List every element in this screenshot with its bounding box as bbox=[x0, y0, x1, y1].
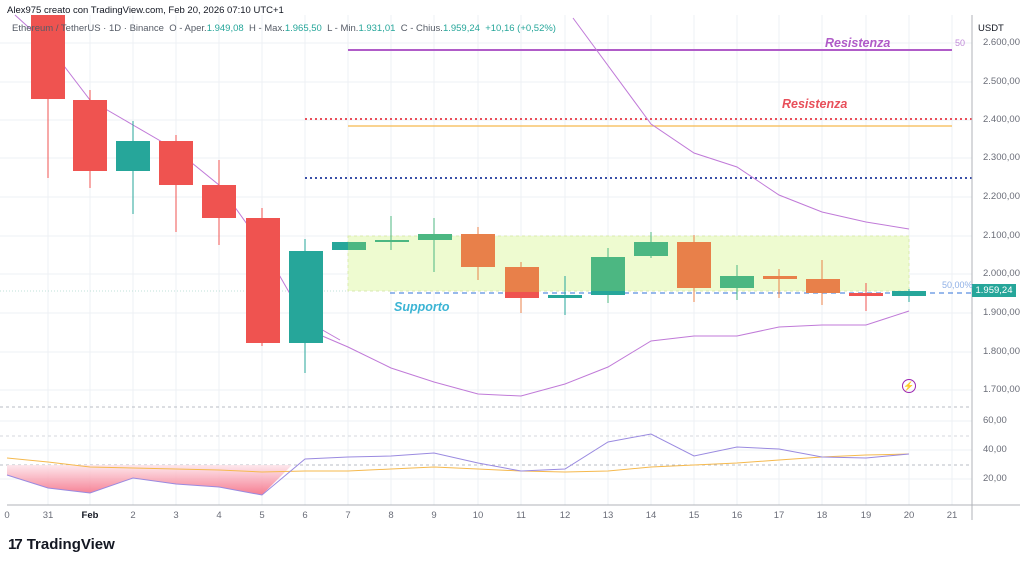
close-value: 1.959,24 bbox=[442, 23, 480, 34]
resistance-label-lower[interactable]: Resistenza bbox=[782, 97, 848, 111]
tradingview-mark-icon: 17 bbox=[8, 536, 23, 553]
rsi-axis-label: 60,00 bbox=[983, 415, 1007, 426]
time-axis-label: 15 bbox=[688, 510, 700, 521]
price-axis-label: 2.200,00 bbox=[983, 191, 1020, 202]
time-axis-label: 20 bbox=[903, 510, 915, 521]
rsi-axis-label: 20,00 bbox=[983, 473, 1007, 484]
time-axis-label: Feb bbox=[81, 510, 99, 521]
fib-50-top-label: 50 bbox=[955, 38, 966, 48]
lightning-event-icon[interactable]: ⚡ bbox=[902, 379, 916, 393]
bollinger-upper-right bbox=[572, 17, 910, 230]
time-axis-label: 4 bbox=[216, 510, 222, 521]
symbol-legend: Ethereum / TetherUS · 1D · Binance O - A… bbox=[12, 23, 556, 34]
support-label[interactable]: Supporto bbox=[394, 300, 450, 314]
price-axis-label: 2.600,00 bbox=[983, 37, 1020, 48]
price-axis-label: 1.800,00 bbox=[983, 346, 1020, 357]
time-axis-label: 18 bbox=[816, 510, 828, 521]
price-axis-label: 2.100,00 bbox=[983, 230, 1020, 241]
price-axis-label: 1.700,00 bbox=[983, 384, 1020, 395]
time-axis-label: 2 bbox=[130, 510, 136, 521]
price-axis-label: 2.500,00 bbox=[983, 76, 1020, 87]
tradingview-logo-text: TradingView bbox=[26, 536, 115, 553]
high-value: 1.965,50 bbox=[284, 23, 322, 34]
price-axis-label: 2.000,00 bbox=[983, 268, 1020, 279]
open-value: 1.949,08 bbox=[206, 23, 244, 34]
bollinger-lower bbox=[319, 310, 910, 397]
time-axis-label: 0 bbox=[4, 510, 10, 521]
high-label: H - Max. bbox=[248, 23, 285, 34]
tradingview-logo: 17 TradingView bbox=[8, 536, 115, 553]
price-axis-label: 1.900,00 bbox=[983, 307, 1020, 318]
time-axis-label: 13 bbox=[602, 510, 614, 521]
low-value: 1.931,01 bbox=[358, 23, 396, 34]
low-label: L - Min. bbox=[327, 23, 359, 34]
time-axis-label: 10 bbox=[472, 510, 484, 521]
time-axis-label: 14 bbox=[645, 510, 657, 521]
time-axis-label: 3 bbox=[173, 510, 179, 521]
close-label: C - Chius. bbox=[400, 23, 443, 34]
time-axis-label: 17 bbox=[773, 510, 785, 521]
attribution-text: Alex975 creato con TradingView.com, Feb … bbox=[7, 5, 284, 16]
time-axis-label: 7 bbox=[345, 510, 351, 521]
rsi-ma-line bbox=[6, 453, 910, 473]
rsi-line bbox=[6, 433, 910, 496]
time-axis-label: 31 bbox=[42, 510, 54, 521]
fib-50-label: 50,00% bbox=[942, 280, 973, 290]
time-axis-label: 9 bbox=[431, 510, 437, 521]
open-label: O - Aper. bbox=[169, 23, 207, 34]
price-axis-currency: USDT bbox=[978, 23, 1004, 34]
rsi-pane bbox=[0, 406, 1020, 506]
last-price-badge: 1.959,24 bbox=[972, 284, 1016, 297]
time-axis-label: 11 bbox=[516, 510, 526, 521]
candles bbox=[31, 15, 926, 373]
symbol-name[interactable]: Ethereum / TetherUS · 1D · Binance bbox=[12, 23, 164, 34]
price-axis-label: 2.400,00 bbox=[983, 114, 1020, 125]
time-axis-label: 12 bbox=[559, 510, 571, 521]
time-axis-label: 16 bbox=[731, 510, 743, 521]
change-value: +10,16 (+0,52%) bbox=[485, 23, 556, 34]
price-axis-label: 2.300,00 bbox=[983, 152, 1020, 163]
time-axis-label: 19 bbox=[860, 510, 872, 521]
resistance-label-upper[interactable]: Resistenza bbox=[825, 36, 891, 50]
rsi-axis-label: 40,00 bbox=[983, 444, 1007, 455]
time-axis-label: 21 bbox=[946, 510, 958, 521]
time-axis-label: 5 bbox=[259, 510, 265, 521]
time-axis-label: 6 bbox=[302, 510, 308, 521]
time-axis-label: 8 bbox=[388, 510, 394, 521]
